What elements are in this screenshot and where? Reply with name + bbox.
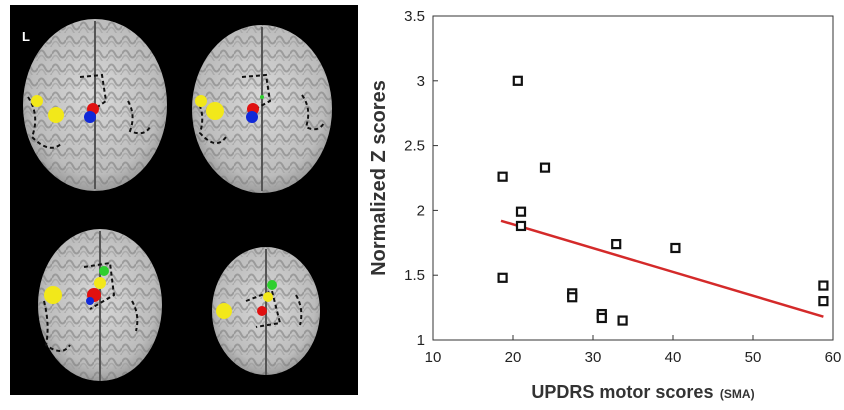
x-tick-label: 30: [585, 349, 602, 366]
data-point: [670, 242, 681, 254]
y-axis-title: Normalized Z scores: [368, 80, 390, 276]
data-point: [611, 238, 622, 250]
activation-yellow: [44, 286, 62, 304]
activation-yellow: [216, 303, 232, 319]
data-points: [497, 75, 829, 326]
x-axis: 10 20 30 40 50 60: [425, 335, 842, 366]
activation-blue: [86, 297, 94, 305]
activation-green: [267, 280, 277, 290]
x-tick-label: 40: [665, 349, 682, 366]
x-axis-title-group: UPDRS motor scores (SMA): [531, 382, 754, 402]
data-point: [515, 220, 527, 232]
y-axis: 1 1.5 2 2.5 3 3.5: [404, 8, 438, 349]
regression-line: [500, 219, 824, 318]
data-point: [567, 292, 578, 303]
x-tick-label: 20: [505, 349, 522, 366]
y-tick-label: 3: [417, 73, 425, 90]
data-point: [512, 75, 523, 86]
y-tick-label: 2.5: [404, 138, 425, 155]
axial-slice-top-right: [192, 25, 332, 193]
plot-area-frame: [432, 15, 834, 341]
activation-blue: [246, 111, 258, 123]
data-point: [617, 315, 628, 326]
activation-yellow: [94, 277, 106, 289]
activation-yellow: [48, 107, 64, 123]
axial-slice-bottom-left: [38, 229, 162, 381]
activation-yellow: [31, 95, 43, 107]
data-point: [596, 312, 607, 324]
y-tick-label: 2: [417, 202, 425, 219]
data-point: [497, 171, 508, 182]
x-axis-title: UPDRS motor scores: [531, 382, 713, 402]
activation-blue: [84, 111, 96, 123]
data-point: [539, 162, 551, 173]
axial-slice-top-left: [23, 19, 167, 191]
data-point: [515, 206, 527, 217]
x-tick-label: 10: [425, 349, 442, 366]
x-tick-label: 60: [825, 349, 842, 366]
data-point: [818, 280, 829, 291]
data-point: [818, 296, 829, 307]
scatter-chart: 1 1.5 2 2.5 3 3.5 10 20 30 40 50 60 Normalized Z s…: [368, 8, 842, 402]
brain-image-panel: L: [10, 5, 358, 395]
activation-yellow: [263, 292, 273, 302]
activation-green: [260, 95, 264, 99]
y-tick-label: 3.5: [404, 8, 425, 25]
x-tick-label: 50: [745, 349, 762, 366]
data-point: [497, 272, 508, 283]
activation-red: [257, 306, 267, 316]
activation-yellow: [195, 95, 207, 107]
brain-slices-figure: L: [22, 19, 332, 381]
y-tick-label: 1.5: [404, 267, 425, 284]
y-tick-label: 1: [417, 332, 425, 349]
axial-slice-bottom-right: [212, 247, 320, 375]
activation-yellow: [206, 102, 224, 120]
x-axis-title-suffix: (SMA): [720, 387, 755, 401]
orientation-label: L: [22, 29, 30, 44]
activation-green: [99, 266, 109, 276]
